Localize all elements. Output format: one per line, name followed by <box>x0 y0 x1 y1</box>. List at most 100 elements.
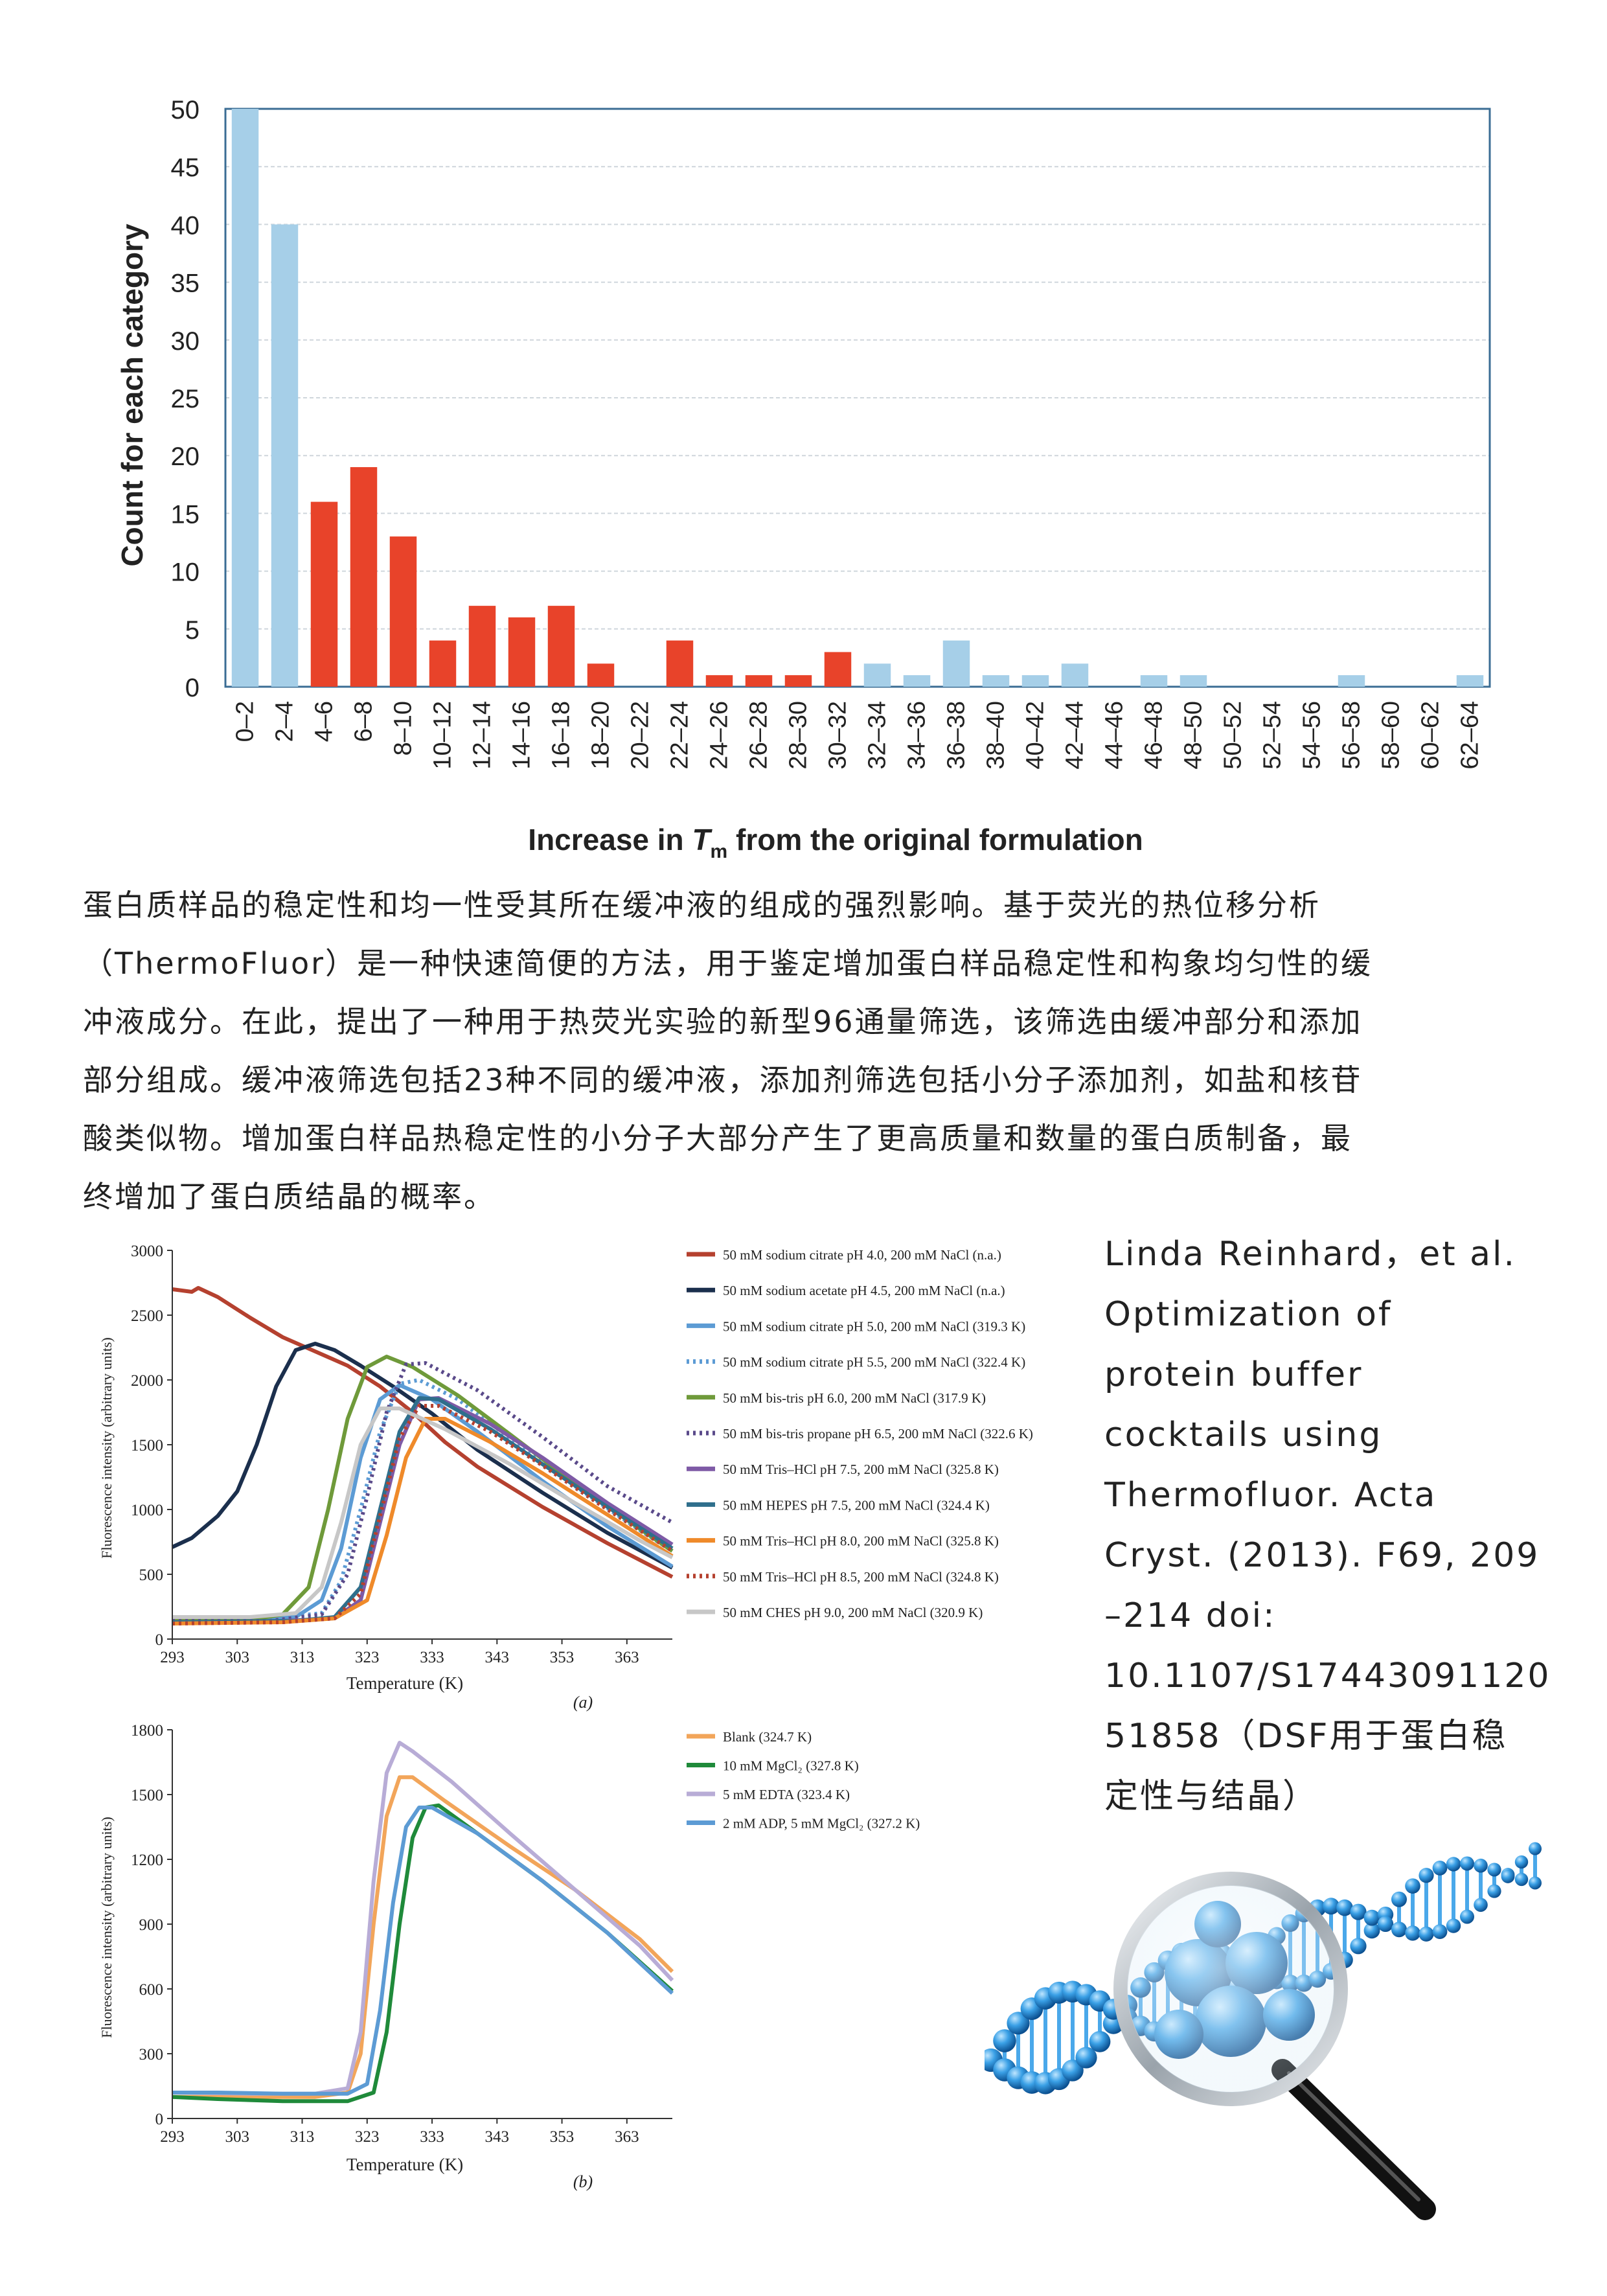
bar-chart-bar <box>1180 675 1207 687</box>
chart-a-legend-label: 50 mM HEPES pH 7.5, 200 mM NaCl (324.4 K… <box>723 1497 990 1513</box>
bar-chart-bar <box>1140 675 1168 687</box>
chart-a-y-tick-label: 2000 <box>131 1372 163 1390</box>
citation-line: protein buffer <box>1104 1355 1363 1394</box>
chart-b-legend-label: 10 mM MgCl₂ (327.8 K) <box>723 1758 859 1774</box>
chart-b-legend-label: 5 mM EDTA (323.4 K) <box>723 1787 850 1802</box>
chart-b-x-tick-label: 303 <box>225 2128 250 2146</box>
bar-chart-x-tick-label: 2–4 <box>271 701 299 742</box>
chart-b-panel-label: (b) <box>573 2172 593 2191</box>
bar-chart-bar <box>666 640 694 687</box>
chart-b-series-line <box>172 1741 674 2096</box>
dna-backbone-bead <box>1323 1898 1339 1915</box>
citation-line: –214 doi: <box>1104 1596 1277 1635</box>
chart-a-series-line <box>171 1342 674 1570</box>
bar-chart-bar <box>903 675 931 687</box>
dna-backbone-bead <box>1529 1876 1542 1890</box>
bar-chart-bar <box>705 675 733 687</box>
thermal-melt-chart-a: 0 500 1000 1500 2000 2500 3000 293 303 313 323 333 3… <box>98 1243 1033 1693</box>
bar-chart-x-tick-label: 34–36 <box>904 701 931 770</box>
bar-chart-x-tick-label: 12–14 <box>469 701 496 770</box>
citation-line: 10.1107/S17443091120 <box>1104 1657 1551 1695</box>
dna-backbone-bead <box>1529 1842 1542 1855</box>
bar-chart-x-tick-label: 32–34 <box>864 701 891 770</box>
bar-chart-bar <box>508 617 536 687</box>
bar-chart-x-label-suffix: from the original formulation <box>727 823 1143 856</box>
chart-b-x-tick-label: 363 <box>615 2128 639 2146</box>
chart-a-x-tick-label: 353 <box>550 1649 575 1666</box>
dna-backbone-bead <box>1007 2012 1030 2035</box>
dna-backbone-bead <box>1419 1926 1434 1942</box>
chart-b-x-tick-label: 293 <box>160 2128 185 2146</box>
chart-a-y-tick-label: 3000 <box>131 1243 163 1260</box>
chart-a-series-line <box>172 1286 674 1579</box>
bar-chart-y-tick-label: 10 <box>171 558 200 587</box>
chart-a-x-tick-label: 333 <box>420 1649 444 1666</box>
bar-chart-x-tick-label: 44–46 <box>1101 701 1128 770</box>
chart-b-x-tick-label: 353 <box>550 2128 575 2146</box>
chart-a-y-tick-label: 0 <box>155 1631 164 1649</box>
bar-chart-bar <box>824 652 852 687</box>
bar-chart-x-tick-label: 28–30 <box>785 701 812 770</box>
chart-b-x-tick-label: 333 <box>420 2128 444 2146</box>
dna-backbone-bead <box>1501 1870 1515 1883</box>
chart-a-x-tick-label: 293 <box>160 1649 185 1666</box>
chart-a-axes: 0 500 1000 1500 2000 2500 3000 293 303 313 323 333 3… <box>131 1243 672 1666</box>
abstract-line: 蛋白质样品的稳定性和均一性受其所在缓冲液的组成的强烈影响。基于荧光的热位移分析 <box>83 888 1321 923</box>
bar-chart-x-tick-label: 22–24 <box>667 701 694 770</box>
bar-chart-bar <box>863 663 891 687</box>
bar-chart-y-tick-labels: 0 5 10 15 20 25 30 35 40 45 50 <box>171 96 200 702</box>
chart-b-series-line <box>172 1803 674 2104</box>
chart-a-y-tick-label: 500 <box>139 1567 164 1584</box>
dna-backbone-bead <box>1391 1922 1407 1938</box>
bar-chart-x-tick-label: 56–58 <box>1338 701 1365 770</box>
magnifier-lens <box>1127 1885 1334 2093</box>
magnifier-glass <box>1113 1872 1436 2220</box>
dna-backbone-bead <box>1446 1857 1461 1872</box>
bar-chart-x-tick-label: 18–20 <box>587 701 615 770</box>
bar-chart-bar <box>587 663 615 687</box>
chart-b-y-tick-label: 0 <box>155 2111 164 2128</box>
chart-b-legend: Blank (324.7 K) 10 mM MgCl₂ (327.8 K) 5 mM… <box>687 1729 920 1831</box>
bar-chart-x-tick-label: 20–22 <box>627 701 654 770</box>
bar-chart-y-tick-label: 20 <box>171 442 200 471</box>
dna-backbone-bead <box>1336 1899 1353 1916</box>
chart-a-y-tick-label: 2500 <box>131 1307 163 1325</box>
bar-chart-x-tick-label: 50–52 <box>1220 701 1247 770</box>
bar-chart-bar <box>942 640 970 687</box>
dna-backbone-bead <box>1460 1909 1474 1924</box>
dna-backbone-bead <box>1350 1903 1367 1920</box>
chart-a-panel-label: (a) <box>573 1693 593 1712</box>
bar-chart-x-tick-labels: 0–2 2–4 4–6 6–8 8–10 10–12 12–14 14–16 16–18 18–2… <box>232 701 1484 770</box>
citation-line: Thermofluor. Acta <box>1104 1476 1437 1515</box>
bar-chart-y-tick-label: 5 <box>185 616 199 645</box>
bar-chart-x-label-prefix: Increase in <box>528 823 692 856</box>
bar-chart-x-tick-label: 38–40 <box>983 701 1010 770</box>
bar-chart-x-tick-label: 14–16 <box>508 701 536 770</box>
chart-b-legend-label: Blank (324.7 K) <box>723 1729 812 1745</box>
dna-backbone-bead <box>1432 1861 1448 1876</box>
chart-a-y-tick-label: 1000 <box>131 1502 163 1519</box>
dna-backbone-bead <box>1432 1924 1448 1939</box>
dna-backbone-bead <box>1363 1909 1380 1926</box>
abstract-line: 酸类似物。增加蛋白样品热稳定性的小分子大部分产生了更高质量和数量的蛋白质制备，最 <box>83 1121 1352 1156</box>
bar-chart-x-tick-label: 24–26 <box>706 701 733 770</box>
chart-b-y-tick-label: 1500 <box>131 1787 163 1804</box>
bar-chart-x-tick-label: 16–18 <box>548 701 575 770</box>
chart-b-x-axis-label: Temperature (K) <box>347 2155 463 2174</box>
bar-chart-x-tick-label: 42–44 <box>1062 701 1089 770</box>
chart-a-legend-label: 50 mM sodium acetate pH 4.5, 200 mM NaCl… <box>723 1283 1005 1298</box>
thermal-melt-chart-b: 0 300 600 900 1200 1500 1800 293 303 313 323 333 343… <box>98 1722 920 2174</box>
abstract-line: （ThermoFluor）是一种快速简便的方法，用于鉴定增加蛋白样品稳定性和构象… <box>83 946 1373 981</box>
bar-chart-y-tick-label: 50 <box>171 96 200 124</box>
chart-a-legend-label: 50 mM CHES pH 9.0, 200 mM NaCl (320.9 K) <box>723 1605 983 1620</box>
chart-b-axes: 0 300 600 900 1200 1500 1800 293 303 313 323 333 343… <box>131 1722 672 2146</box>
dna-backbone-bead <box>1514 1855 1529 1869</box>
bar-chart-x-tick-label: 46–48 <box>1141 701 1168 770</box>
dna-backbone-bead <box>1446 1918 1461 1933</box>
bar-chart-x-tick-label: 8–10 <box>390 701 417 756</box>
bar-chart-x-tick-label: 40–42 <box>1022 701 1049 770</box>
bar-chart-bar <box>1338 675 1365 687</box>
chart-b-x-tick-label: 343 <box>485 2128 510 2146</box>
bar-chart-y-tick-label: 0 <box>185 674 199 702</box>
tm-increase-bar-chart: 0 5 10 15 20 25 30 35 40 45 50 0–2 2–4 4–6 6–8 8–10 10–… <box>115 96 1491 862</box>
